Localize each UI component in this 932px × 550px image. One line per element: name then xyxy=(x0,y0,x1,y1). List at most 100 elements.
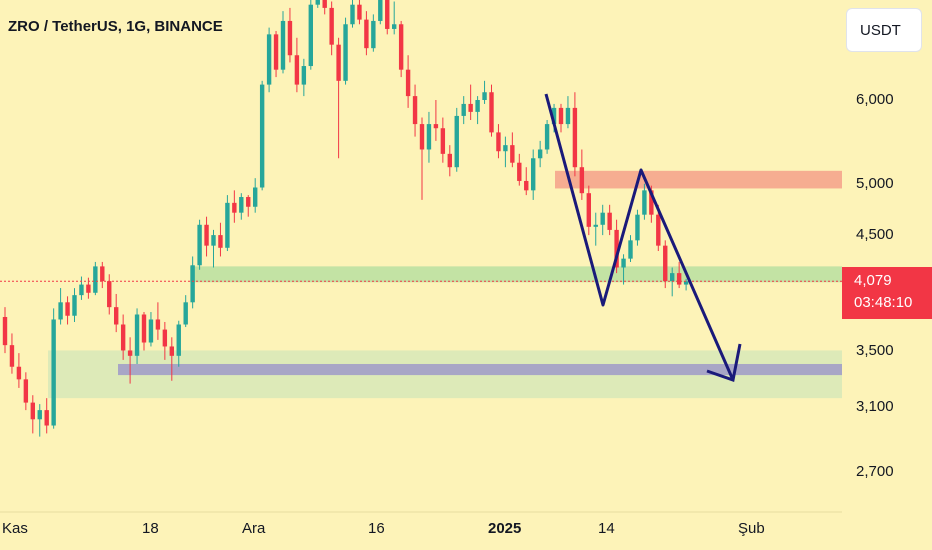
candle-body xyxy=(440,128,446,154)
candle-body xyxy=(614,229,619,268)
candle xyxy=(350,0,355,28)
candle-body xyxy=(107,281,112,308)
candle xyxy=(482,80,487,104)
candle-body xyxy=(544,124,550,150)
candle-body xyxy=(454,115,459,168)
x-tick-label: 16 xyxy=(368,520,385,537)
candle xyxy=(614,219,619,274)
candle-body xyxy=(656,214,661,246)
candle-body xyxy=(315,0,320,5)
x-tick-label: 18 xyxy=(142,520,159,537)
candle-body xyxy=(405,69,411,97)
candle xyxy=(197,219,202,270)
candle-body xyxy=(586,193,591,227)
candles-layer xyxy=(2,0,689,437)
candle-body xyxy=(322,0,327,8)
candle-body xyxy=(343,24,348,81)
zone-support-upper xyxy=(190,266,842,283)
candle xyxy=(308,0,313,70)
candle xyxy=(378,0,383,25)
candle-body xyxy=(266,34,272,85)
candle xyxy=(642,183,647,220)
x-tick-label: 2025 xyxy=(488,520,522,537)
candle xyxy=(79,276,84,300)
candle-body xyxy=(183,302,188,325)
candle-body xyxy=(197,224,202,266)
candle xyxy=(225,195,230,252)
pattern-drawing xyxy=(544,93,735,381)
chart-title: ZRO / TetherUS, 1G, BINANCE xyxy=(8,18,223,35)
candle xyxy=(392,1,397,35)
candle-body xyxy=(385,0,390,29)
candle xyxy=(211,229,216,268)
candle-body xyxy=(148,319,154,343)
candle-body xyxy=(461,103,466,116)
candle-body xyxy=(287,20,293,56)
candle xyxy=(114,293,119,333)
candle xyxy=(558,103,564,133)
candle xyxy=(371,14,376,52)
candle-body xyxy=(551,107,557,125)
candle-body xyxy=(649,190,654,215)
candle xyxy=(537,140,543,168)
y-tick-label: 3,500 xyxy=(856,342,894,359)
candle xyxy=(259,80,265,191)
candle-body xyxy=(350,4,355,25)
candle-body xyxy=(65,302,70,316)
candle-body xyxy=(600,212,605,225)
candle xyxy=(683,278,689,291)
candle xyxy=(357,0,362,25)
candle-countdown: 03:48:10 xyxy=(854,294,913,311)
x-tick-label: 14 xyxy=(598,520,615,537)
candle xyxy=(676,261,682,289)
candle xyxy=(600,204,605,236)
candle-body xyxy=(329,7,334,45)
candle-body xyxy=(663,245,668,282)
candle xyxy=(280,11,286,74)
candle xyxy=(141,312,147,351)
candle-body xyxy=(79,284,84,296)
candle-body xyxy=(579,167,585,194)
candle xyxy=(30,395,35,434)
y-tick-label: 3,100 xyxy=(856,398,894,415)
candle-body xyxy=(273,34,279,70)
candle-body xyxy=(9,345,15,367)
candle xyxy=(176,320,181,367)
candle-body xyxy=(155,319,161,330)
candle-body xyxy=(30,402,35,420)
candle-body xyxy=(433,124,439,129)
candle xyxy=(266,27,272,93)
candle-body xyxy=(517,162,522,181)
candle xyxy=(218,222,223,257)
candle-body xyxy=(239,197,244,213)
zones-layer xyxy=(48,170,842,399)
candle xyxy=(315,0,320,8)
candle-body xyxy=(259,84,265,188)
candle xyxy=(593,212,598,246)
candle-body xyxy=(51,319,56,426)
candle xyxy=(440,117,446,163)
x-tick-label: Kas xyxy=(2,520,28,537)
candle-body xyxy=(218,235,223,248)
candle xyxy=(100,261,105,289)
candle-body xyxy=(537,149,543,159)
candle xyxy=(565,96,571,129)
candle-body xyxy=(531,158,536,191)
candle-body xyxy=(294,55,300,85)
candle xyxy=(162,321,168,360)
y-tick-label: 2,700 xyxy=(856,463,894,480)
candle-body xyxy=(447,153,452,168)
candle-body xyxy=(58,302,63,320)
candle-body xyxy=(44,410,49,426)
candle-body xyxy=(621,258,626,268)
candle xyxy=(621,254,626,285)
candle xyxy=(447,145,452,177)
candle-body xyxy=(378,0,383,21)
candle-body xyxy=(357,4,362,20)
candle-body xyxy=(364,19,369,49)
currency-button[interactable]: USDT xyxy=(846,8,922,52)
candle xyxy=(461,96,466,125)
candle-body xyxy=(2,316,8,346)
last-price-value: 4,079 xyxy=(854,272,892,289)
